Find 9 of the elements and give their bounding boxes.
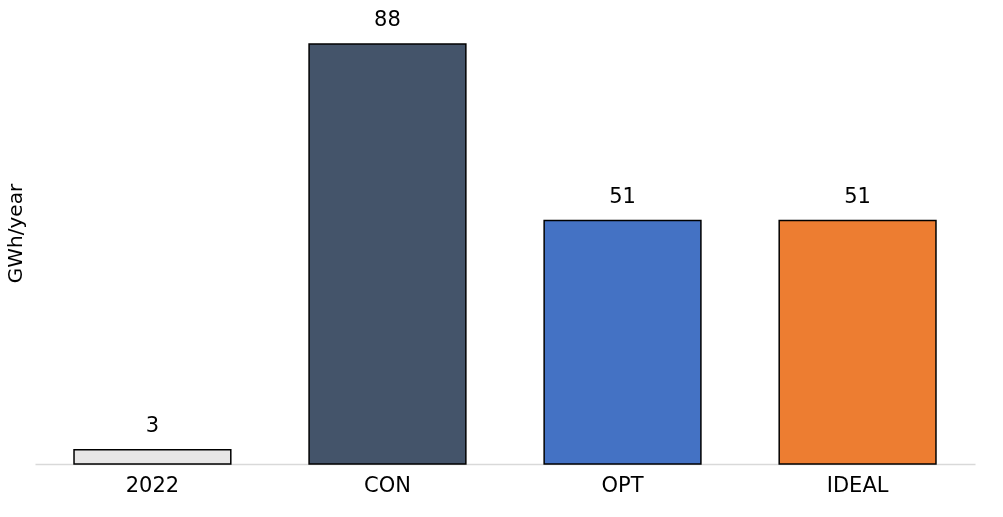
data-label: 51 [609,183,636,208]
x-tick-label: OPT [601,472,644,497]
data-label: 3 [145,412,160,437]
data-label: 51 [844,183,871,208]
x-tick-label: IDEAL [826,472,889,497]
x-tick-label: CON [364,472,411,497]
y-axis-title: GWh/year [2,183,27,284]
x-tick-label: 2022 [125,472,180,497]
data-label: 88 [374,7,401,31]
